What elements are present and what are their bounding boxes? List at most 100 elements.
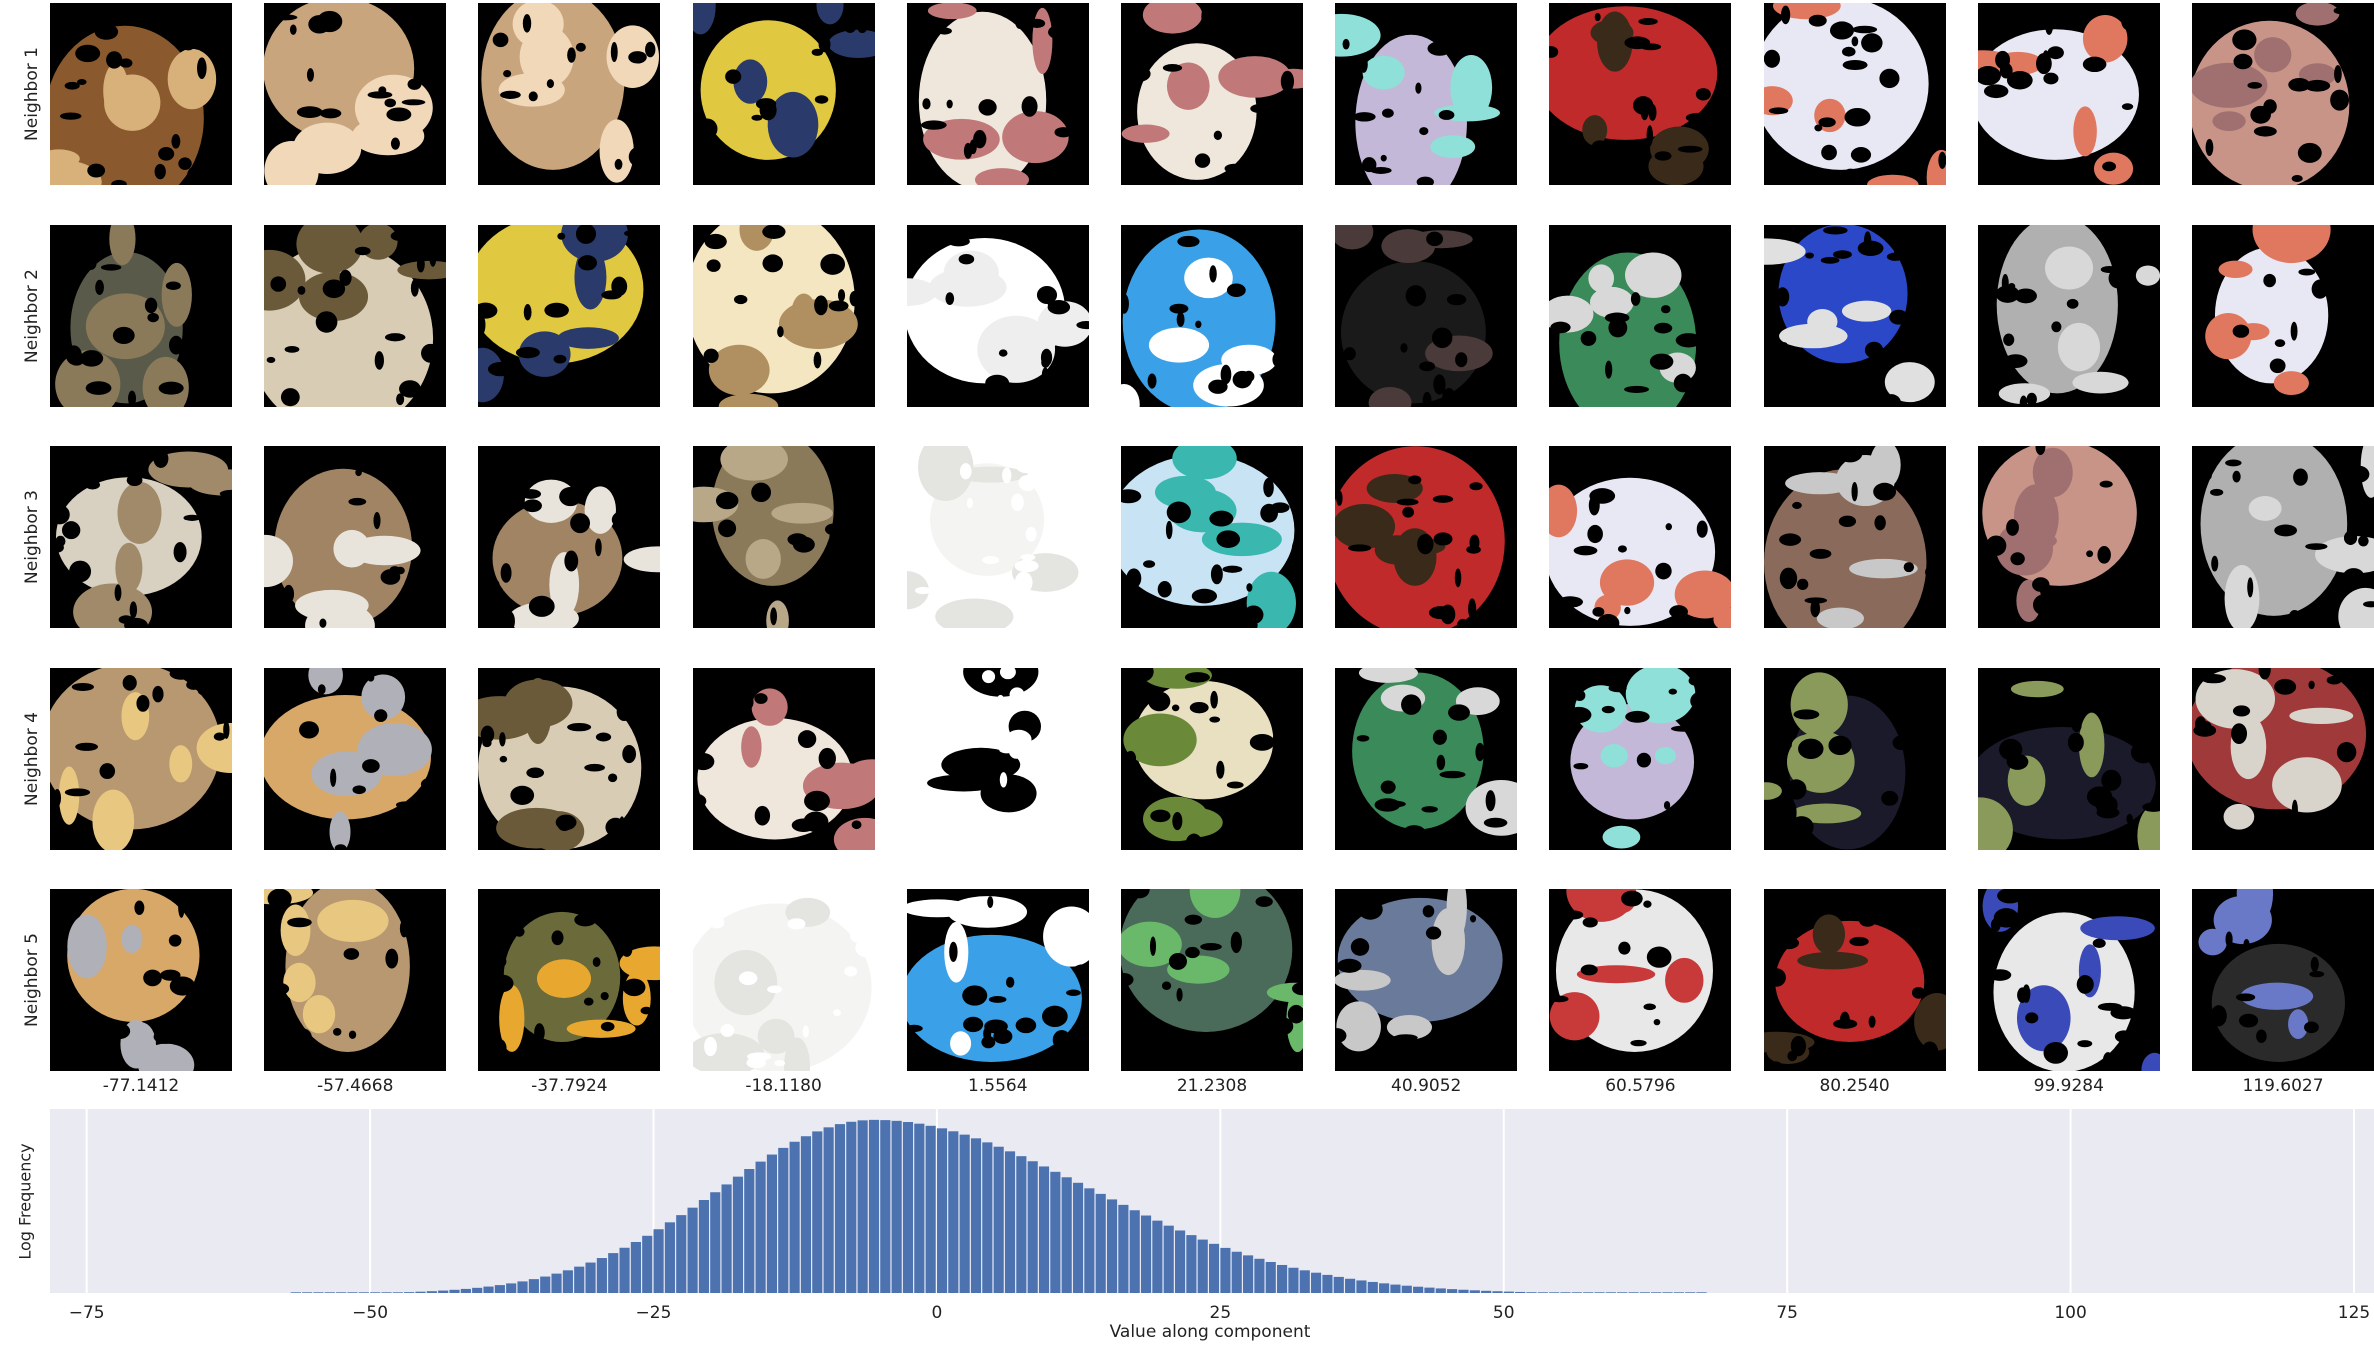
histogram-bar (834, 1124, 846, 1293)
neighbor-image (1977, 889, 2160, 1071)
x-axis-label: Value along component (1109, 1322, 1311, 1342)
histogram-bar (732, 1176, 743, 1293)
histogram-bar (868, 1119, 880, 1293)
histogram-bar (1639, 1292, 1650, 1293)
histogram-bar (619, 1247, 630, 1293)
neighbor-image (1763, 667, 1946, 850)
histogram-bar (993, 1146, 1004, 1293)
histogram-bar (1356, 1280, 1367, 1293)
neighbor-image (50, 446, 232, 628)
histogram-bar (891, 1120, 902, 1293)
histogram-bar (1662, 1292, 1673, 1293)
neighbor-image (264, 3, 447, 185)
histogram-bar (449, 1289, 460, 1293)
neighbor-image (1549, 224, 1732, 407)
neighbor-image (2192, 667, 2374, 850)
histogram-bar (460, 1288, 471, 1293)
histogram-bar (1220, 1247, 1231, 1293)
column-value-label: -57.4668 (316, 1076, 394, 1096)
neighbor-image (906, 3, 1089, 185)
histogram-bar (948, 1131, 959, 1293)
neighbor-image (1977, 667, 2160, 850)
histogram-bar (630, 1241, 641, 1293)
histogram-bar (664, 1222, 675, 1293)
histogram-bar (902, 1122, 914, 1293)
histogram-bar (1685, 1292, 1696, 1293)
x-tick-label: −25 (636, 1303, 672, 1323)
histogram-bar (1537, 1292, 1548, 1293)
histogram-bar (1390, 1284, 1401, 1293)
histogram-bar (1277, 1264, 1288, 1293)
neighbor-image (1763, 3, 1946, 185)
neighbor-image (478, 889, 661, 1071)
histogram-bar (324, 1292, 335, 1293)
histogram-bar (302, 1292, 313, 1293)
histogram-bar (1673, 1292, 1684, 1293)
neighbor-image (692, 667, 875, 850)
histogram-bar (1481, 1290, 1492, 1293)
histogram-bar (1333, 1276, 1344, 1293)
histogram-bar (687, 1207, 698, 1293)
histogram-bar (982, 1142, 993, 1293)
histogram-bar (1152, 1220, 1163, 1293)
neighbor-image (264, 224, 447, 407)
neighbor-image (264, 446, 447, 628)
histogram-bar (744, 1169, 755, 1293)
histogram-bar (1651, 1292, 1662, 1293)
histogram-bar (1424, 1287, 1435, 1293)
histogram-bar (1696, 1292, 1707, 1293)
histogram-bar (1084, 1188, 1095, 1293)
neighbor-image (264, 667, 447, 850)
histogram-bar (846, 1121, 857, 1293)
column-value-label: 1.5564 (968, 1076, 1028, 1096)
column-value-label: 99.9284 (2033, 1076, 2104, 1096)
histogram-bar (1503, 1291, 1514, 1293)
histogram-bar (1594, 1292, 1605, 1293)
x-tick-label: 50 (1493, 1303, 1515, 1323)
histogram-bar (1061, 1177, 1072, 1293)
histogram-bar (506, 1283, 517, 1293)
histogram-bar (1345, 1278, 1356, 1293)
histogram-bar (585, 1262, 596, 1293)
histogram-bar (1458, 1289, 1469, 1293)
histogram-bar (676, 1215, 687, 1293)
histogram-bar (347, 1292, 358, 1293)
histogram-bar (1163, 1225, 1174, 1293)
histogram-bar (596, 1258, 607, 1293)
neighbor-image (1549, 889, 1732, 1071)
histogram-bar (313, 1292, 324, 1293)
neighbor-image (2192, 889, 2374, 1071)
histogram-bar (959, 1134, 970, 1293)
histogram-bar (1299, 1270, 1310, 1293)
histogram-bar (1016, 1156, 1027, 1293)
histogram-bar (755, 1161, 766, 1293)
histogram-bar (1209, 1243, 1220, 1293)
column-value-label: -18.1180 (745, 1076, 822, 1096)
histogram-bar (1231, 1251, 1242, 1293)
histogram-bar (778, 1147, 789, 1293)
x-tick-label: 75 (1776, 1303, 1798, 1323)
neighbor-image (1977, 446, 2160, 628)
neighbor-image (1977, 224, 2160, 407)
histogram-bar (936, 1128, 948, 1293)
neighbor-image (2192, 224, 2374, 407)
histogram-bar (766, 1154, 778, 1293)
histogram-bar (1095, 1193, 1106, 1293)
column-value-label: -77.1412 (102, 1076, 180, 1096)
histogram-bar (1186, 1235, 1197, 1293)
histogram-bar (562, 1270, 573, 1293)
histogram-bar (438, 1290, 449, 1293)
column-value-label: -37.7924 (531, 1076, 608, 1096)
histogram-bar (925, 1125, 936, 1293)
neighbor-image (1763, 446, 1946, 628)
histogram-bar (1197, 1239, 1208, 1293)
histogram-bar (1617, 1292, 1628, 1293)
histogram-bar (1038, 1166, 1050, 1293)
histogram-bar (1311, 1272, 1322, 1293)
neighbor-image (1335, 667, 1518, 850)
histogram-bar (1492, 1291, 1503, 1293)
neighbor-image (906, 667, 1089, 850)
histogram-bar (1447, 1289, 1458, 1293)
histogram-bar (1435, 1288, 1446, 1293)
histogram-bar (1243, 1255, 1254, 1293)
